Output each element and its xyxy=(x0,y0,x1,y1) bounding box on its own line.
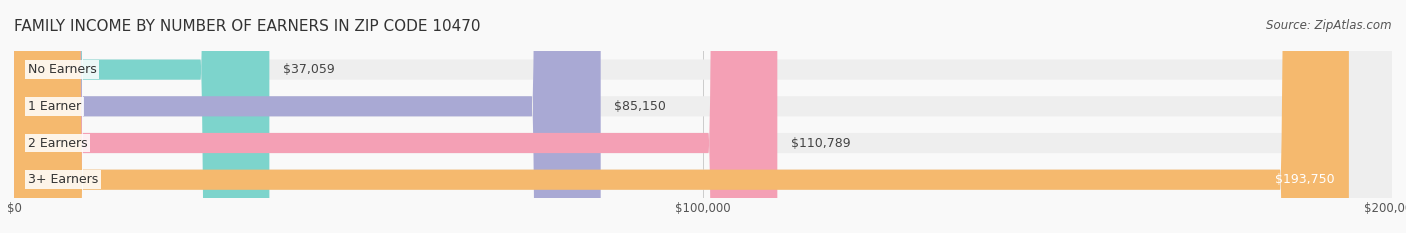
Text: FAMILY INCOME BY NUMBER OF EARNERS IN ZIP CODE 10470: FAMILY INCOME BY NUMBER OF EARNERS IN ZI… xyxy=(14,19,481,34)
Text: $110,789: $110,789 xyxy=(792,137,851,150)
FancyBboxPatch shape xyxy=(14,0,1392,233)
Text: Source: ZipAtlas.com: Source: ZipAtlas.com xyxy=(1267,19,1392,32)
FancyBboxPatch shape xyxy=(14,0,270,233)
Text: 3+ Earners: 3+ Earners xyxy=(28,173,98,186)
Text: 2 Earners: 2 Earners xyxy=(28,137,87,150)
FancyBboxPatch shape xyxy=(14,0,1392,233)
Text: $193,750: $193,750 xyxy=(1275,173,1336,186)
FancyBboxPatch shape xyxy=(14,0,1392,233)
FancyBboxPatch shape xyxy=(14,0,600,233)
FancyBboxPatch shape xyxy=(14,0,1392,233)
Text: $85,150: $85,150 xyxy=(614,100,666,113)
FancyBboxPatch shape xyxy=(14,0,1348,233)
Text: No Earners: No Earners xyxy=(28,63,97,76)
FancyBboxPatch shape xyxy=(14,0,778,233)
Text: 1 Earner: 1 Earner xyxy=(28,100,82,113)
Text: $37,059: $37,059 xyxy=(283,63,335,76)
